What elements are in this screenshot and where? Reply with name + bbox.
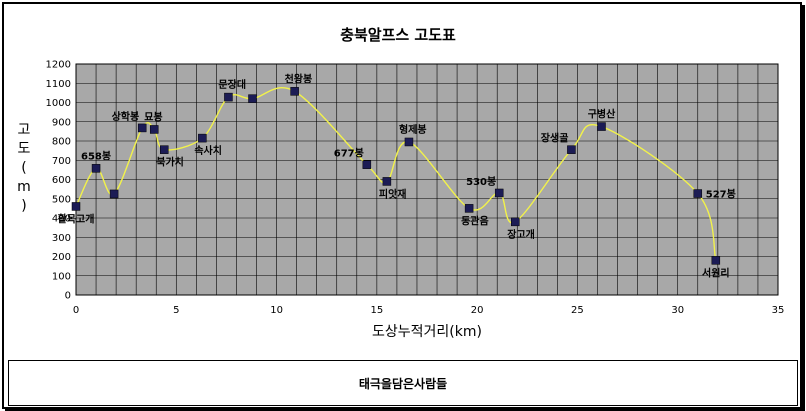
data-point-label: 677봉 — [334, 148, 364, 160]
data-point-marker — [464, 204, 474, 213]
y-tick-label: 500 — [52, 194, 71, 205]
data-point-label: 천왕봉 — [285, 72, 313, 85]
data-point-marker — [71, 202, 81, 211]
data-markers — [71, 87, 721, 265]
data-point-marker — [362, 160, 372, 169]
y-tick-label: 1100 — [46, 79, 71, 90]
x-tick-label: 25 — [571, 305, 584, 316]
data-point-marker — [137, 123, 147, 133]
data-point-label: 구병산 — [588, 108, 616, 121]
y-tick-label: 1000 — [46, 98, 71, 109]
y-tick-label: 300 — [52, 233, 71, 244]
chart-title: 충북알프스 고도표 — [340, 26, 456, 44]
data-point-label: 서원리 — [702, 266, 730, 279]
data-point-marker — [511, 217, 520, 227]
y-tick-labels: 0 100 200 300 400 500 600 700 800 900 1000 1100 1200 — [46, 60, 71, 302]
y-tick-label: 1200 — [46, 60, 71, 71]
y-tick-label: 100 — [52, 271, 71, 282]
data-point-marker — [109, 189, 119, 199]
data-point-marker — [693, 189, 703, 198]
data-point-label: 형제봉 — [399, 123, 427, 136]
data-point-marker — [711, 256, 721, 265]
data-point-label: 상학봉 — [112, 110, 140, 123]
y-axis-title: 고 도(m) — [17, 122, 31, 214]
x-tick-label: 5 — [173, 305, 179, 316]
y-tick-label: 0 — [65, 291, 71, 302]
y-tick-label: 700 — [52, 156, 71, 167]
x-tick-label: 10 — [270, 305, 283, 316]
y-tick-label: 200 — [52, 252, 71, 263]
data-point-label: 속사치 — [194, 144, 222, 157]
grid-lines — [75, 63, 779, 296]
data-point-marker — [198, 133, 207, 143]
data-point-label: 북가치 — [156, 156, 184, 169]
y-tick-label: 900 — [52, 117, 71, 128]
data-point-label: 피앗재 — [379, 187, 407, 200]
data-point-marker — [160, 145, 169, 154]
elevation-chart: 충북알프스 고도표 010020030040050060070080090010… — [17, 26, 785, 340]
x-tick-label: 15 — [370, 305, 383, 316]
data-point-label: 장생골 — [541, 132, 569, 145]
credit-text: 태극을담은사람들 — [358, 376, 448, 391]
x-tick-label: 20 — [471, 305, 484, 316]
y-axis-title-text: 고 도(m) — [17, 122, 31, 214]
x-axis-title: 도상누적거리(km) — [372, 324, 482, 340]
x-tick-label: 35 — [772, 305, 785, 316]
data-point-marker — [149, 125, 159, 134]
data-point-label: 658봉 — [81, 150, 111, 162]
data-point-label: 장고개 — [507, 228, 535, 241]
credit-box: 태극을담은사람들 — [8, 360, 798, 406]
data-point-marker — [248, 94, 257, 103]
y-tick-label: 600 — [52, 175, 71, 186]
x-tick-label: 30 — [671, 305, 684, 316]
data-point-label: 527봉 — [706, 189, 736, 201]
data-point-marker — [382, 177, 392, 186]
data-point-marker — [91, 164, 101, 173]
x-tick-labels: 0 5 10 15 20 25 30 35 — [73, 305, 785, 316]
data-point-label: 530봉 — [466, 176, 496, 188]
data-point-marker — [404, 137, 414, 147]
y-tick-label: 400 — [52, 214, 71, 225]
data-point-marker — [494, 188, 504, 198]
data-point-label: 문장대 — [218, 78, 246, 91]
data-point-marker — [567, 145, 576, 154]
data-point-marker — [290, 87, 299, 96]
data-point-label: 묘봉 — [144, 111, 162, 123]
data-point-marker — [597, 122, 606, 131]
y-tick-label: 800 — [52, 137, 71, 148]
data-point-marker — [224, 92, 233, 102]
x-tick-label: 0 — [73, 305, 79, 316]
data-point-label: 동관음 — [461, 214, 489, 227]
data-point-label: 활목고개 — [58, 212, 95, 225]
